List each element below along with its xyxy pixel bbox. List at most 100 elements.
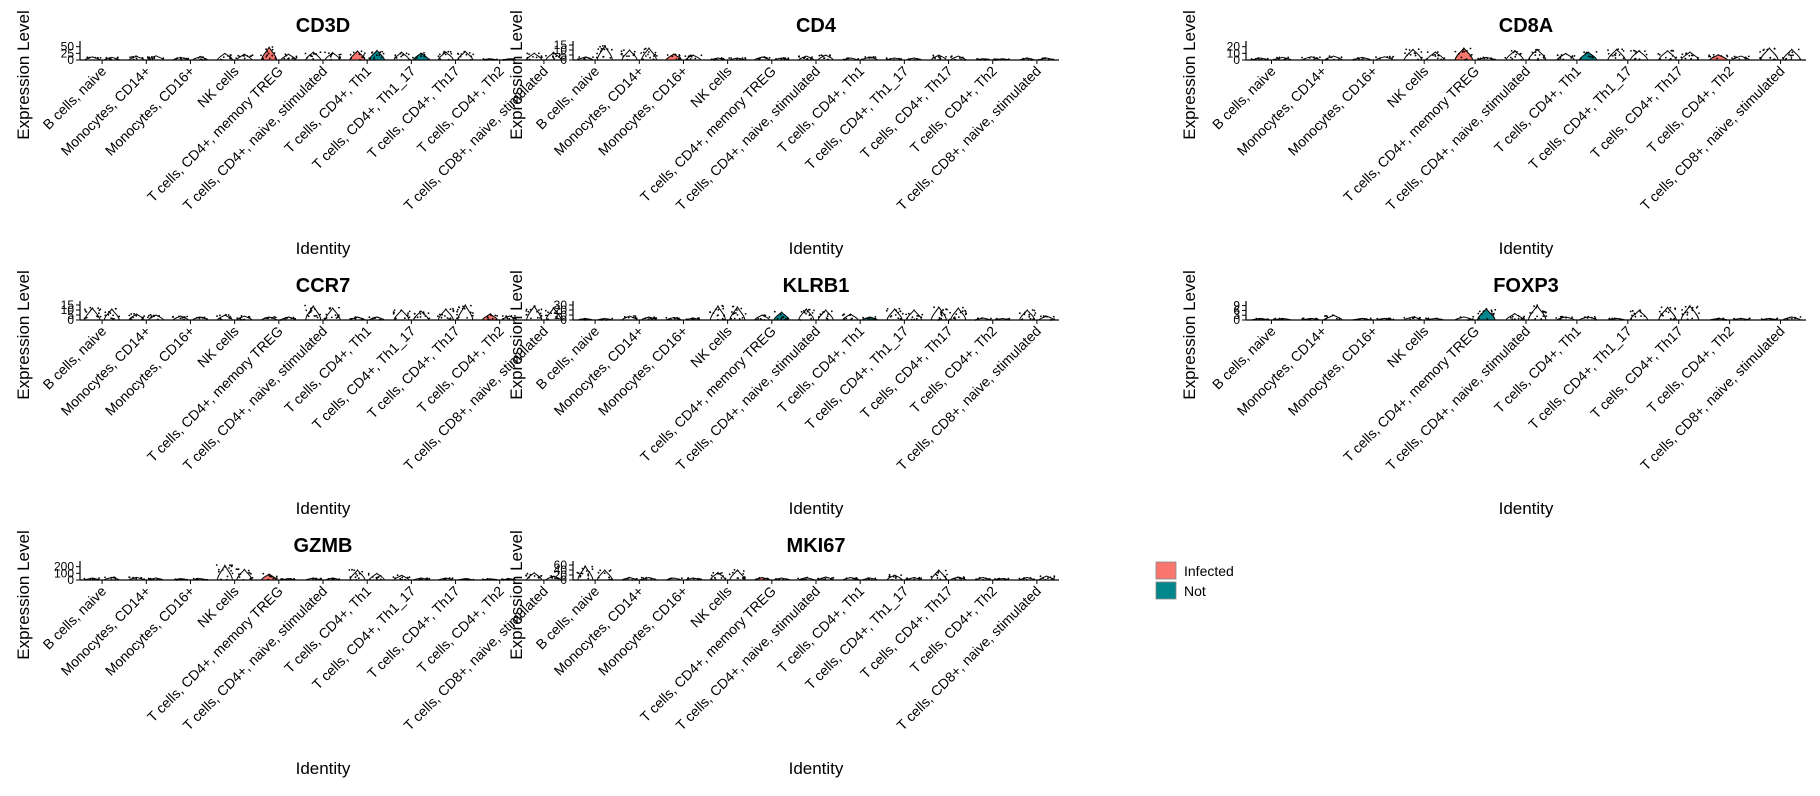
data-point [1720,55,1723,57]
data-point [338,53,341,56]
data-point [603,48,606,51]
data-point [918,576,921,579]
data-point [472,312,474,314]
data-point [645,576,648,579]
data-point [1534,51,1537,53]
data-point [502,59,505,61]
y-tick-label: 0 [560,53,567,67]
data-point [224,565,227,568]
data-point [250,572,252,575]
data-point [99,57,102,59]
data-point [874,56,877,58]
violin-not [1782,48,1801,61]
data-point [401,576,404,579]
data-point [1571,316,1573,319]
data-point [88,56,91,59]
data-point [1278,317,1281,320]
data-point [358,572,361,575]
data-point [507,577,510,580]
data-point [1439,318,1442,321]
data-point [1050,319,1053,321]
data-point [1542,56,1545,59]
data-point [670,318,672,321]
y-tick-label: 6 [1233,303,1240,317]
data-point [1618,54,1621,56]
data-point [1523,315,1526,318]
data-point [338,306,340,309]
data-point [1517,317,1520,320]
data-point [1466,50,1468,52]
data-point [946,573,948,576]
data-point [1674,308,1677,310]
data-point [83,317,86,320]
data-point [803,311,806,314]
data-point [853,578,856,580]
violin-infected [526,571,543,581]
data-point [227,55,230,57]
data-point [1316,57,1318,59]
data-point [146,56,149,58]
data-point [525,310,528,312]
data-point [536,316,539,319]
data-point [339,53,342,56]
data-point [1614,54,1617,57]
data-point [868,317,871,320]
data-point [458,306,461,309]
data-point [805,58,808,60]
data-point [1540,318,1543,320]
data-point [449,308,452,311]
data-point [800,578,802,581]
data-point [216,315,218,317]
data-point [438,313,441,316]
data-point [381,50,384,53]
data-point [312,577,314,580]
data-point [533,305,536,308]
data-point [713,59,716,61]
data-point [1385,318,1388,320]
data-point [487,318,490,320]
data-point [591,565,594,568]
data-point [700,54,703,57]
data-point [265,55,268,58]
data-point [545,314,547,317]
data-point [219,314,221,317]
x-tick-label: NK cells [1384,63,1432,111]
data-point [552,307,555,309]
x-tick-label: Monocytes, CD16+ [1285,323,1381,419]
data-point [937,572,940,574]
data-point [221,59,223,61]
data-point [1039,575,1042,578]
data-point [511,58,513,60]
data-point [945,577,948,580]
data-point [1324,318,1327,320]
data-point [90,308,93,311]
data-point [906,317,909,319]
data-point [371,51,374,54]
data-point [235,568,238,570]
data-point [1631,310,1634,312]
data-point [1257,57,1260,59]
data-point [1323,318,1326,321]
data-point [741,577,744,579]
y-tick-label: 5 [67,308,74,322]
violin-infected [754,56,771,61]
data-point [681,577,683,580]
data-point [510,315,513,317]
data-point [1037,58,1040,61]
data-point [1766,48,1769,51]
data-point [271,48,274,51]
data-point [176,57,179,59]
data-point [1510,50,1513,52]
data-point [1534,318,1537,320]
data-point [654,578,657,581]
data-point [456,317,458,320]
data-point [1684,57,1687,60]
data-point [1470,53,1473,56]
data-point [528,53,530,55]
data-point [412,56,414,59]
data-point [96,315,98,318]
data-point [94,578,96,581]
data-point [176,579,178,581]
data-point [757,578,759,581]
data-point [988,578,990,580]
